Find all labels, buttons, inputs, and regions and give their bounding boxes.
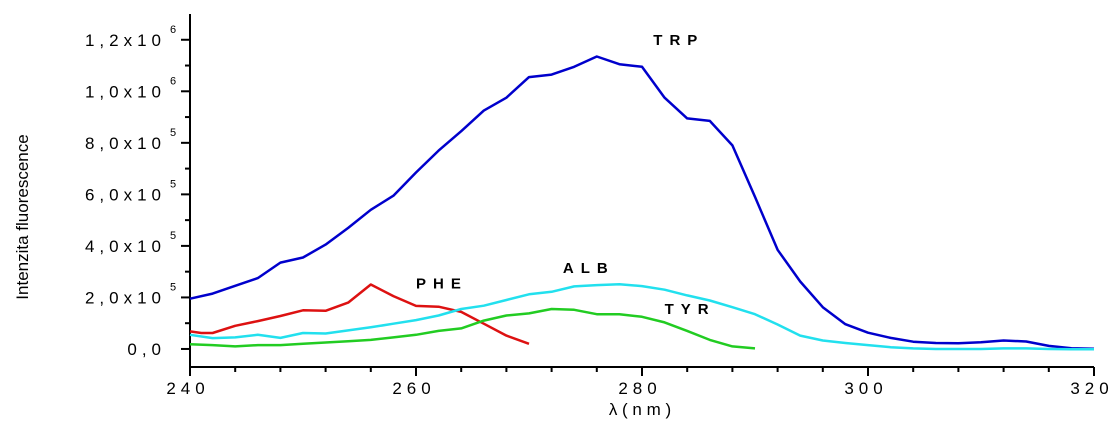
series-line-tyr — [189, 307, 756, 350]
axes: 240 260 280 300 3200,02,0x1054,0x1056,0x1058… — [85, 14, 1113, 398]
series-line-phe — [189, 283, 530, 345]
series-line-alb — [189, 283, 1094, 351]
y-tick-label: 0,0 — [127, 340, 166, 359]
y-tick-label: 1,0x10 — [85, 82, 166, 101]
y-tick-exponent: 5 — [170, 127, 176, 139]
x-tick-label: 280 — [618, 379, 661, 398]
series-group — [189, 55, 1095, 351]
x-tick-label: 240 — [166, 379, 209, 398]
x-tick-label: 300 — [844, 379, 887, 398]
y-tick-label: 1,2x10 — [85, 31, 166, 50]
series-label-tyr: TYR — [665, 301, 716, 318]
series-label-alb: ALB — [563, 260, 615, 277]
series-label-phe: PHE — [416, 275, 468, 292]
x-tick-label: 260 — [392, 379, 435, 398]
series-labels: TRP PHE ALB TYR — [416, 32, 716, 318]
x-axis-title: λ ( n m ) — [609, 400, 671, 419]
y-axis-title: Intenzita fluorescence — [13, 134, 32, 299]
y-tick-exponent: 6 — [170, 24, 176, 36]
y-tick-exponent: 5 — [170, 281, 176, 293]
x-tick-label: 320 — [1070, 379, 1113, 398]
y-tick-exponent: 5 — [170, 230, 176, 242]
y-tick-label: 8,0x10 — [85, 134, 166, 153]
y-tick-label: 2,0x10 — [85, 288, 166, 307]
series-line-trp — [189, 55, 1095, 350]
y-tick-exponent: 6 — [170, 75, 176, 87]
y-tick-exponent: 5 — [170, 178, 176, 190]
y-tick-label: 6,0x10 — [85, 185, 166, 204]
series-label-trp: TRP — [653, 32, 704, 49]
y-tick-label: 4,0x10 — [85, 237, 166, 256]
